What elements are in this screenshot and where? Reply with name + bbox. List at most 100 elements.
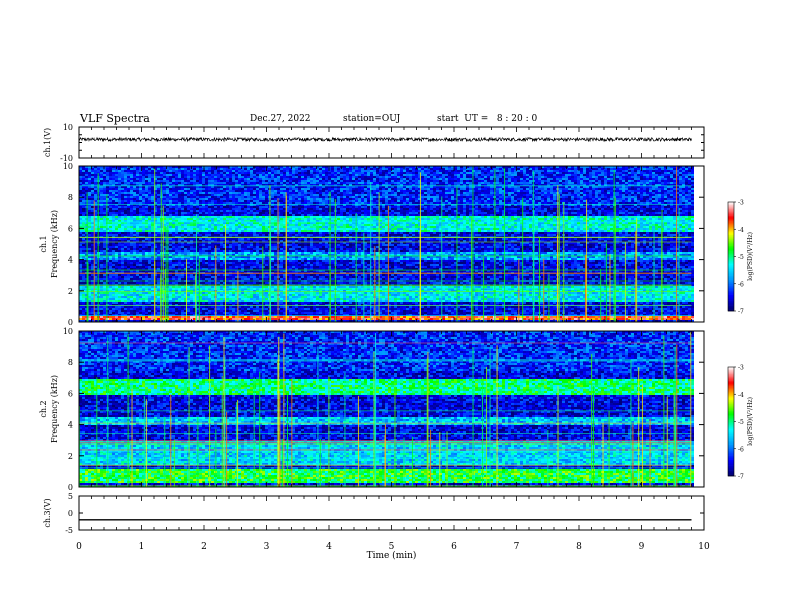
spectrogram-cell bbox=[259, 286, 262, 288]
spectrogram-cell bbox=[139, 220, 142, 222]
spectrogram-cell bbox=[202, 202, 205, 204]
spectrogram-cell bbox=[181, 310, 184, 312]
spectrogram-cell bbox=[229, 238, 232, 240]
spectrogram-cell bbox=[106, 222, 109, 224]
spectrogram-cell bbox=[124, 228, 127, 230]
spectrogram-cell bbox=[178, 244, 181, 246]
spectrogram-cell bbox=[232, 310, 235, 312]
spectrogram-cell bbox=[124, 300, 127, 302]
spectrogram-cell bbox=[100, 248, 103, 250]
spectrogram-cell bbox=[232, 294, 235, 296]
spectrogram-cell bbox=[244, 214, 247, 216]
spectrogram-cell bbox=[205, 240, 208, 242]
spectrogram-cell bbox=[205, 314, 208, 316]
spectrogram-cell bbox=[100, 174, 103, 176]
spectrogram-cell bbox=[220, 302, 223, 304]
spectrogram-cell bbox=[85, 200, 88, 202]
spectrogram-cell bbox=[196, 202, 199, 204]
spectrogram-cell bbox=[226, 260, 229, 262]
spectrogram-cell bbox=[238, 248, 241, 250]
spectrogram-cell bbox=[256, 198, 259, 200]
spectrogram-cell bbox=[244, 190, 247, 192]
spectrogram-cell bbox=[100, 286, 103, 288]
spectrogram-cell bbox=[151, 186, 154, 188]
spectrogram-cell bbox=[79, 246, 82, 248]
spectrogram-cell bbox=[136, 220, 139, 222]
spectrogram-cell bbox=[88, 292, 91, 294]
spectrogram-cell bbox=[139, 200, 142, 202]
spectrogram-cell bbox=[100, 182, 103, 184]
spectrogram-cell bbox=[127, 282, 130, 284]
spectrogram-cell bbox=[112, 224, 115, 226]
spectrogram-cell bbox=[130, 292, 133, 294]
spectrogram-cell bbox=[100, 202, 103, 204]
spectrogram-cell bbox=[118, 218, 121, 220]
spectrogram-cell bbox=[112, 202, 115, 204]
spectrogram-cell bbox=[121, 268, 124, 270]
spectrogram-cell bbox=[193, 214, 196, 216]
spectrogram-cell bbox=[190, 196, 193, 198]
spectrogram-cell bbox=[175, 300, 178, 302]
spectrogram-cell bbox=[136, 318, 139, 320]
spectrogram-cell bbox=[94, 300, 97, 302]
spectrogram-cell bbox=[94, 278, 97, 280]
spectrogram-cell bbox=[256, 234, 259, 236]
spectrogram-cell bbox=[91, 268, 94, 270]
spectrogram-cell bbox=[109, 206, 112, 208]
spectrogram-cell bbox=[262, 234, 265, 236]
spectrogram-cell bbox=[184, 234, 187, 236]
spectrogram-cell bbox=[172, 186, 175, 188]
spectrogram-cell bbox=[79, 314, 82, 316]
spectrogram-cell bbox=[148, 202, 151, 204]
spectrogram-cell bbox=[169, 294, 172, 296]
spectrogram-cell bbox=[229, 224, 232, 226]
spectrogram-cell bbox=[205, 198, 208, 200]
spectrogram-cell bbox=[244, 260, 247, 262]
spectrogram-cell bbox=[79, 216, 82, 218]
spectrogram-cell bbox=[148, 242, 151, 244]
spectrogram-cell bbox=[163, 300, 166, 302]
spectrogram-cell bbox=[190, 270, 193, 272]
spectrogram-cell bbox=[85, 306, 88, 308]
spectrogram-cell bbox=[106, 168, 109, 170]
spectrogram-cell bbox=[118, 254, 121, 256]
spectrogram-cell bbox=[190, 248, 193, 250]
spectrogram-cell bbox=[190, 240, 193, 242]
spectrogram-cell bbox=[124, 234, 127, 236]
spectrogram-cell bbox=[196, 238, 199, 240]
spectrogram-cell bbox=[229, 210, 232, 212]
spectrogram-cell bbox=[121, 172, 124, 174]
spectrogram-cell bbox=[256, 318, 259, 320]
spectrogram-cell bbox=[103, 238, 106, 240]
spectrogram-cell bbox=[103, 184, 106, 186]
spectrogram-cell bbox=[193, 230, 196, 232]
spectrogram-cell bbox=[208, 310, 211, 312]
spectrogram-cell bbox=[196, 320, 199, 322]
spectrogram-cell bbox=[178, 174, 181, 176]
spectrogram-cell bbox=[112, 208, 115, 210]
spectrogram-cell bbox=[211, 172, 214, 174]
spectrogram-cell bbox=[205, 180, 208, 182]
spectrogram-cell bbox=[247, 192, 250, 194]
spectrogram-cell bbox=[202, 184, 205, 186]
spectrogram-cell bbox=[184, 224, 187, 226]
spectrogram-cell bbox=[181, 252, 184, 254]
spectrogram-cell bbox=[103, 290, 106, 292]
spectrogram-cell bbox=[130, 316, 133, 318]
spectrogram-cell bbox=[250, 294, 253, 296]
spectrogram-cell bbox=[154, 204, 157, 206]
spectrogram-cell bbox=[205, 258, 208, 260]
spectrogram-cell bbox=[256, 232, 259, 234]
spectrogram-cell bbox=[232, 238, 235, 240]
spectrogram-cell bbox=[214, 210, 217, 212]
spectrogram-cell bbox=[238, 218, 241, 220]
spectrogram-cell bbox=[220, 248, 223, 250]
spectrogram-cell bbox=[259, 188, 262, 190]
spectrogram-cell bbox=[85, 170, 88, 172]
spectrogram-cell bbox=[109, 282, 112, 284]
spectrogram-cell bbox=[223, 254, 226, 256]
spectrogram-cell bbox=[106, 312, 109, 314]
spectrogram-cell bbox=[109, 230, 112, 232]
spectrogram-cell bbox=[127, 250, 130, 252]
spectrogram-cell bbox=[112, 296, 115, 298]
